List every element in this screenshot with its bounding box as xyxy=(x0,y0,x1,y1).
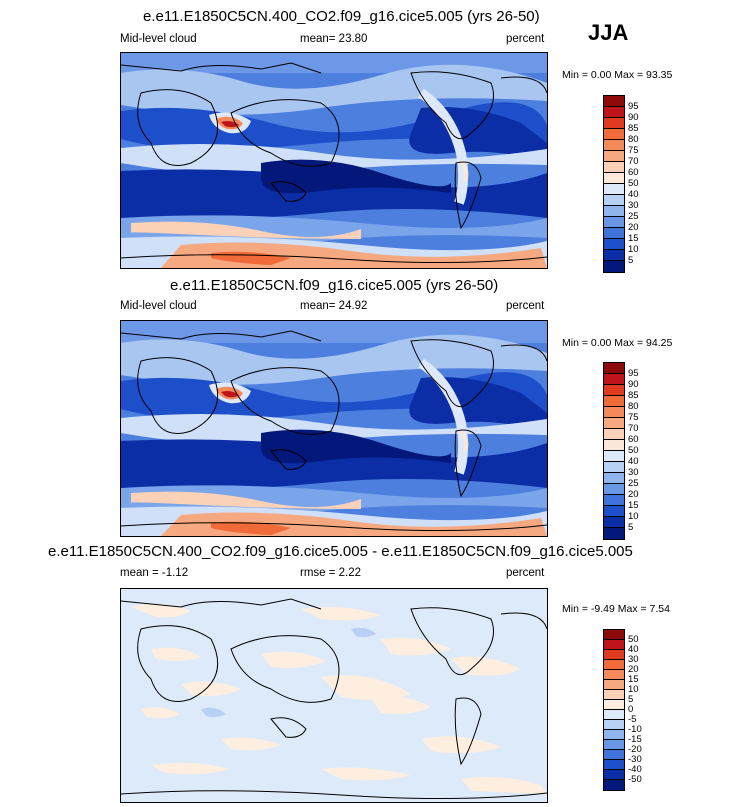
colorbar-1-tick-label: 20 xyxy=(628,222,639,233)
panel-1-variable: Mid-level cloud xyxy=(120,33,197,45)
colorbar-3-tick-label: -5 xyxy=(628,714,637,725)
colorbar-3-tick-label: -20 xyxy=(628,744,642,755)
colorbar-2-tick-label: 50 xyxy=(628,445,639,456)
panel-3-map xyxy=(120,588,548,803)
colorbar-1-tick-label: 95 xyxy=(628,101,639,112)
colorbar-2-tick-label: 15 xyxy=(628,500,639,511)
colorbar-3-tick-label: 5 xyxy=(628,694,634,705)
colorbar-2-tick-label: 10 xyxy=(628,511,639,522)
panel-2-mean: mean= 24.92 xyxy=(300,300,368,312)
colorbar-3-tick-label: -15 xyxy=(628,734,642,745)
colorbar-2-tick-label: 40 xyxy=(628,456,639,467)
colorbar-1-tick-label: 50 xyxy=(628,178,639,189)
colorbar-2-tick-label: 30 xyxy=(628,467,639,478)
colorbar-1-tick-label: 40 xyxy=(628,189,639,200)
colorbar-2-tick-label: 80 xyxy=(628,401,639,412)
colorbar-1-tick-label: 5 xyxy=(628,255,634,266)
colorbar-1-tick-label: 90 xyxy=(628,112,639,123)
colorbar-2-tick-label: 95 xyxy=(628,368,639,379)
colorbar-3-tick-label: -50 xyxy=(628,774,642,785)
colorbar-2-tick-label: 85 xyxy=(628,390,639,401)
panel-1-mean: mean= 23.80 xyxy=(300,33,368,45)
panel-2-units: percent xyxy=(506,300,545,312)
colorbar-2-tick-label: 60 xyxy=(628,434,639,445)
colorbar-3-tick-label: -30 xyxy=(628,754,642,765)
colorbar-1-tick-label: 25 xyxy=(628,211,639,222)
colorbar-1-tick-label: 85 xyxy=(628,123,639,134)
panel-3-minmax: Min = -9.49 Max = 7.54 xyxy=(562,603,670,615)
colorbar-3-tick-label: 10 xyxy=(628,684,639,695)
panel-3-title: e.e11.E1850C5CN.400_CO2.f09_g16.cice5.00… xyxy=(48,543,633,560)
colorbar-2-tick-label: 25 xyxy=(628,478,639,489)
colorbar-1-tick-label: 80 xyxy=(628,134,639,145)
panel-2-colorbar xyxy=(603,362,625,540)
panel-1-units: percent xyxy=(506,33,545,45)
panel-2-title: e.e11.E1850C5CN.f09_g16.cice5.005 (yrs 2… xyxy=(170,277,499,294)
panel-1-map xyxy=(120,52,548,269)
colorbar-3-tick-label: 30 xyxy=(628,654,639,665)
panel-1-colorbar xyxy=(603,95,625,273)
colorbar-1-tick-label: 60 xyxy=(628,167,639,178)
colorbar-2-tick-label: 5 xyxy=(628,522,634,533)
colorbar-1-tick-label: 70 xyxy=(628,156,639,167)
colorbar-3-tick-label: 15 xyxy=(628,674,639,685)
colorbar-3-tick-label: 20 xyxy=(628,664,639,675)
season-label: JJA xyxy=(588,20,629,45)
colorbar-1-tick-label: 15 xyxy=(628,233,639,244)
colorbar-1-tick-label: 10 xyxy=(628,244,639,255)
panel-2-map xyxy=(120,320,548,537)
colorbar-3-tick-label: 0 xyxy=(628,704,634,715)
panel-2-minmax: Min = 0.00 Max = 94.25 xyxy=(562,337,673,349)
panel-1-title: e.e11.E1850C5CN.400_CO2.f09_g16.cice5.00… xyxy=(143,8,540,25)
colorbar-2-tick-label: 90 xyxy=(628,379,639,390)
colorbar-3-tick-label: -10 xyxy=(628,724,642,735)
colorbar-3-tick-label: -40 xyxy=(628,764,642,775)
panel-3-units: percent xyxy=(506,567,545,579)
panel-2-variable: Mid-level cloud xyxy=(120,300,197,312)
colorbar-2-tick-label: 75 xyxy=(628,412,639,423)
colorbar-2-tick-label: 70 xyxy=(628,423,639,434)
panel-1-minmax: Min = 0.00 Max = 93.35 xyxy=(562,69,673,81)
panel-3-mean: mean = -1.12 xyxy=(120,567,189,579)
colorbar-3-tick-label: 50 xyxy=(628,634,639,645)
colorbar-1-tick-label: 75 xyxy=(628,145,639,156)
colorbar-2-tick-label: 20 xyxy=(628,489,639,500)
panel-3-rmse: rmse = 2.22 xyxy=(300,567,362,579)
colorbar-1-tick-label: 30 xyxy=(628,200,639,211)
panel-3-colorbar xyxy=(603,629,625,791)
colorbar-3-tick-label: 40 xyxy=(628,644,639,655)
